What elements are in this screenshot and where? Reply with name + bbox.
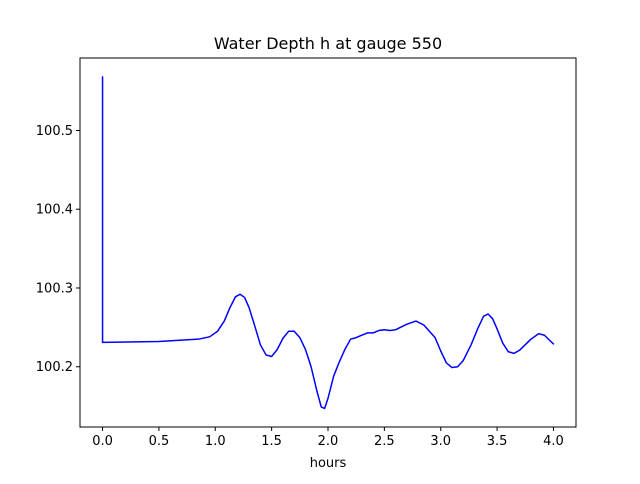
y-tick-label: 100.4	[36, 203, 73, 218]
x-tick-label: 3.0	[430, 434, 451, 449]
plot-area	[101, 76, 555, 410]
x-tick-label: 1.0	[205, 434, 226, 449]
x-tick-label: 1.5	[261, 434, 282, 449]
series-line-0	[101, 76, 555, 410]
x-tick-label: 2.0	[318, 434, 339, 449]
plot-frame	[79, 57, 577, 428]
x-axis-label: hours	[310, 456, 347, 471]
x-tick-label: 0.0	[92, 434, 113, 449]
y-tick-label: 100.3	[36, 281, 73, 296]
chart-title: Water Depth h at gauge 550	[214, 34, 442, 53]
x-tick-label: 2.5	[374, 434, 395, 449]
x-tick-label: 3.5	[487, 434, 508, 449]
x-tick-label: 0.5	[149, 434, 170, 449]
y-tick-label: 100.2	[36, 360, 73, 375]
x-tick-label: 4.0	[543, 434, 564, 449]
y-axis: 100.2 100.3 100.4 100.5	[36, 124, 80, 375]
x-axis: 0.0 0.5 1.0 1.5 2.0 2.5 3.0 3.5 4.0	[92, 427, 564, 449]
y-tick-label: 100.5	[36, 124, 73, 139]
